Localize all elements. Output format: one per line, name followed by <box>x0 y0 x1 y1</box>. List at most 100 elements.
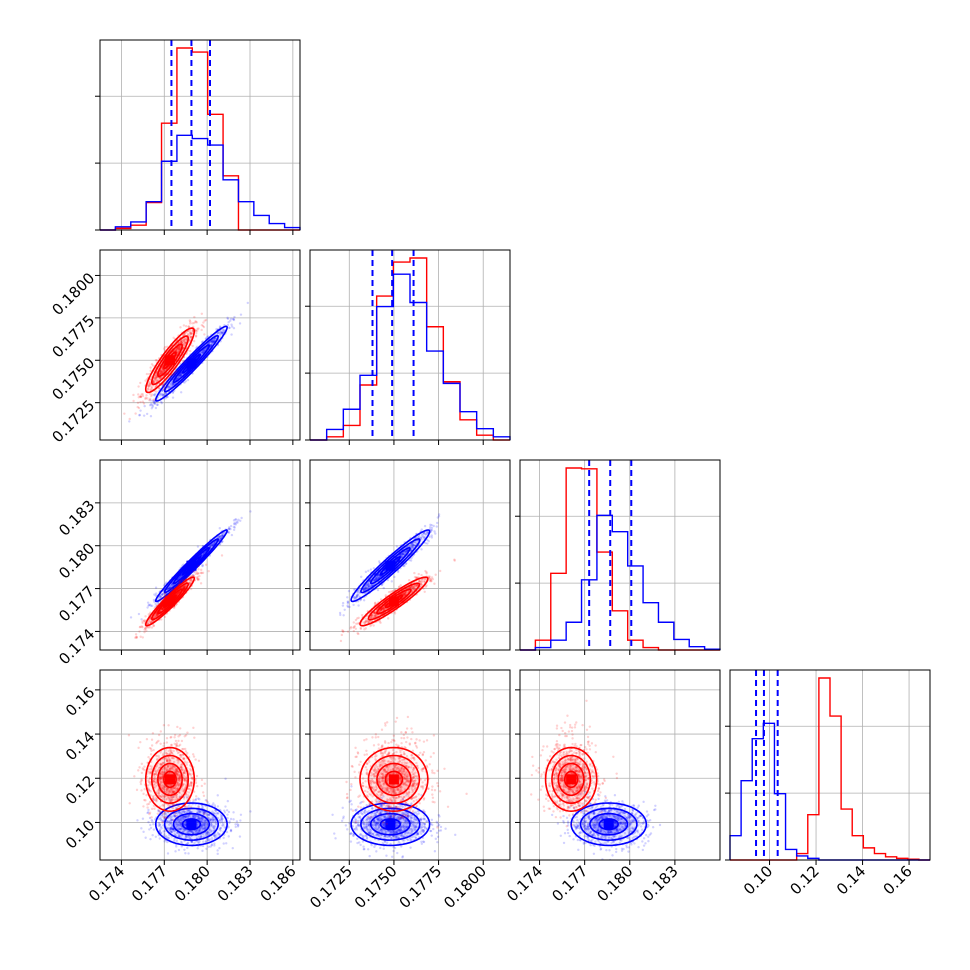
scatter-point <box>177 348 180 351</box>
scatter-point <box>229 319 232 322</box>
scatter-point <box>159 376 162 380</box>
scatter-point <box>196 578 200 582</box>
scatter-point <box>367 582 371 586</box>
scatter-point <box>190 579 193 583</box>
scatter-point <box>148 383 152 386</box>
scatter-point <box>401 553 405 556</box>
scatter-point <box>402 553 405 556</box>
scatter-point <box>153 399 156 403</box>
scatter-point <box>184 379 188 383</box>
scatter-point <box>161 389 164 392</box>
scatter-point <box>380 607 384 611</box>
scatter-point <box>211 542 215 546</box>
scatter-point <box>202 321 205 324</box>
scatter-point <box>343 608 346 611</box>
scatter-point <box>136 405 139 409</box>
scatter-point <box>151 604 154 608</box>
scatter-point <box>184 325 188 328</box>
histogram-blue <box>100 134 301 231</box>
scatter-point <box>182 586 186 589</box>
scatter-point <box>149 388 152 391</box>
scatter-point <box>212 339 215 343</box>
scatter-point <box>188 333 191 337</box>
scatter-point <box>152 400 156 404</box>
scatter-point <box>363 586 367 590</box>
scatter-point <box>148 384 151 387</box>
scatter-point <box>218 537 222 541</box>
scatter-point <box>161 393 164 397</box>
scatter-point <box>156 403 159 407</box>
scatter-point <box>159 394 163 397</box>
scatter-point <box>246 301 249 305</box>
scatter-point <box>393 575 396 579</box>
scatter-point <box>339 613 342 617</box>
scatter-point <box>373 611 377 615</box>
scatter-point <box>145 372 149 376</box>
scatter-point <box>183 585 186 589</box>
scatter-point <box>390 580 394 583</box>
scatter-point <box>412 587 415 590</box>
scatter-point <box>209 546 212 549</box>
scatter-point <box>175 377 179 380</box>
scatter-point <box>240 516 243 520</box>
scatter-point <box>175 347 178 350</box>
scatter-point <box>146 387 150 391</box>
scatter-point <box>159 369 162 373</box>
scatter-point <box>154 614 158 617</box>
scatter-point <box>158 377 161 380</box>
scatter-point <box>136 401 140 404</box>
scatter-point <box>379 621 382 624</box>
scatter-point <box>391 589 394 593</box>
scatter-point <box>170 373 173 377</box>
scatter-point <box>220 331 224 335</box>
scatter-point <box>357 593 360 596</box>
scatter-point <box>145 625 149 629</box>
scatter-point <box>232 326 236 330</box>
scatter-point <box>178 580 182 583</box>
scatter-point <box>433 530 436 533</box>
scatter-point <box>189 349 192 353</box>
scatter-point <box>182 339 186 342</box>
scatter-point <box>148 603 152 607</box>
scatter-point <box>177 347 180 351</box>
scatter-point <box>153 593 156 596</box>
scatter-point <box>165 345 169 348</box>
scatter-point <box>410 542 414 546</box>
scatter-point <box>184 341 187 345</box>
scatter-point <box>211 341 214 345</box>
scatter-point <box>171 391 175 395</box>
scatter-point <box>201 351 204 354</box>
panel-0-0 <box>95 39 301 231</box>
scatter-point <box>201 324 205 328</box>
scatter-point <box>437 513 441 516</box>
scatter-point <box>159 392 162 396</box>
scatter-point <box>146 622 150 625</box>
scatter-point <box>196 578 200 581</box>
scatter-point <box>357 616 360 620</box>
scatter-point <box>220 331 224 334</box>
scatter-point <box>194 334 198 337</box>
scatter-point <box>179 340 183 344</box>
scatter-point <box>374 578 377 582</box>
scatter-point <box>145 394 148 397</box>
scatter-point <box>405 591 408 594</box>
scatter-point <box>179 373 183 377</box>
scatter-point <box>428 526 432 529</box>
scatter-point <box>177 348 181 352</box>
scatter-point <box>162 383 165 386</box>
scatter-point <box>159 368 163 372</box>
scatter-point <box>180 341 183 344</box>
scatter-point <box>227 531 231 534</box>
scatter-point <box>197 327 200 330</box>
scatter-point <box>155 390 158 393</box>
scatter-point <box>167 586 171 589</box>
scatter-point <box>365 586 368 589</box>
scatter-point <box>367 584 371 588</box>
scatter-point <box>419 536 423 540</box>
scatter-point <box>161 393 165 397</box>
scatter-point <box>138 395 142 398</box>
scatter-point <box>182 586 185 590</box>
scatter-point <box>424 569 427 573</box>
scatter-point <box>170 380 174 384</box>
scatter-point <box>434 532 437 535</box>
